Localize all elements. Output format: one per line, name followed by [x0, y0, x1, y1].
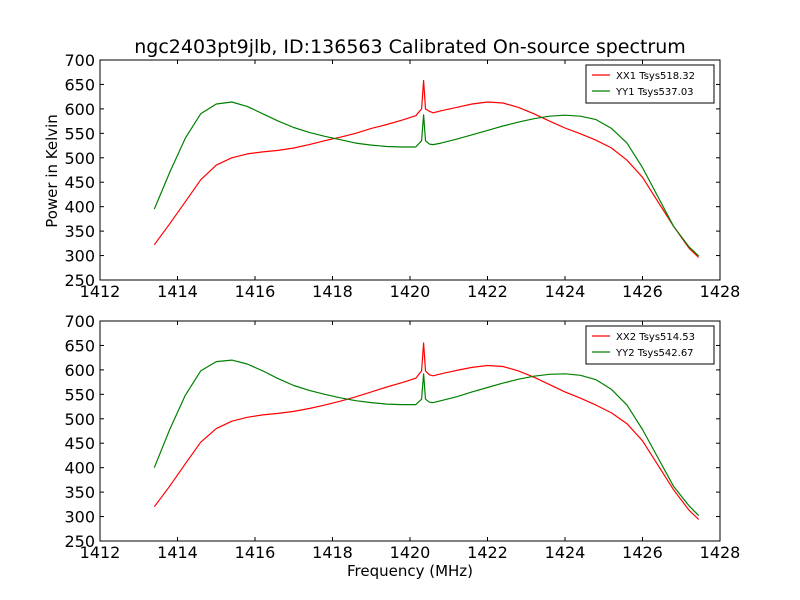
y-tick-label: 400 — [64, 198, 95, 217]
x-tick-label: 1412 — [80, 543, 121, 562]
legend-label: YY1 Tsys537.03 — [615, 87, 694, 98]
y-tick-label: 500 — [64, 149, 95, 168]
x-tick-label: 1426 — [622, 282, 663, 301]
legend-label: XX1 Tsys518.32 — [616, 71, 695, 82]
x-tick-label: 1420 — [390, 282, 431, 301]
x-tick-label: 1428 — [700, 282, 741, 301]
legend-label: YY2 Tsys542.67 — [615, 348, 694, 359]
y-tick-label: 350 — [64, 483, 95, 502]
x-tick-label: 1414 — [157, 543, 198, 562]
y-tick-label: 600 — [64, 100, 95, 119]
x-tick-label: 1416 — [235, 282, 276, 301]
y-tick-label: 650 — [64, 336, 95, 355]
y-tick-label: 600 — [64, 361, 95, 380]
y-tick-label: 300 — [64, 247, 95, 266]
legend: XX1 Tsys518.32 YY1 Tsys537.03 — [585, 64, 715, 104]
series-line-1-1 — [153, 79, 700, 258]
top-panel: 1412 1414 1416 1418 1420 1422 1424 1426 1428 250 3… — [64, 51, 740, 301]
y-tick-label: 300 — [64, 508, 95, 527]
x-tick-label: 1416 — [235, 543, 276, 562]
x-tick-label: 1412 — [80, 282, 121, 301]
y-tick-label: 400 — [64, 459, 95, 478]
y-tick-label: 550 — [64, 385, 95, 404]
x-tick-label: 1422 — [467, 282, 508, 301]
legend-label: XX2 Tsys514.53 — [616, 332, 695, 343]
x-tick-label: 1426 — [622, 543, 663, 562]
series-line-2-1 — [153, 342, 700, 520]
bottom-panel: 1412 1414 1416 1418 1420 1422 1424 1426 1428 250 3… — [64, 312, 740, 562]
x-axis-label: Frequency (MHz) — [347, 562, 473, 580]
x-tick-label: 1428 — [700, 543, 741, 562]
legend: XX2 Tsys514.53 YY2 Tsys542.67 — [585, 325, 715, 365]
y-axis-label: Power in Kelvin — [43, 114, 61, 228]
y-tick-label: 250 — [64, 532, 95, 551]
chart-title: ngc2403pt9jlb, ID:136563 Calibrated On-s… — [134, 36, 686, 58]
x-tick-label: 1424 — [545, 543, 586, 562]
y-tick-label: 650 — [64, 75, 95, 94]
series-line-1-2 — [153, 101, 700, 257]
series-line-2-2 — [153, 359, 700, 517]
y-tick-label: 500 — [64, 410, 95, 429]
y-tick-label: 700 — [64, 51, 95, 70]
y-tick-label: 250 — [64, 271, 95, 290]
x-tick-label: 1422 — [467, 543, 508, 562]
y-tick-label: 450 — [64, 434, 95, 453]
x-tick-label: 1420 — [390, 543, 431, 562]
x-tick-label: 1414 — [157, 282, 198, 301]
x-tick-label: 1424 — [545, 282, 586, 301]
y-tick-label: 450 — [64, 173, 95, 192]
x-tick-label: 1418 — [312, 543, 353, 562]
legend-box — [585, 64, 715, 104]
y-tick-label: 550 — [64, 124, 95, 143]
legend-box — [585, 325, 715, 365]
y-tick-label: 700 — [64, 312, 95, 331]
x-tick-label: 1418 — [312, 282, 353, 301]
y-tick-label: 350 — [64, 222, 95, 241]
